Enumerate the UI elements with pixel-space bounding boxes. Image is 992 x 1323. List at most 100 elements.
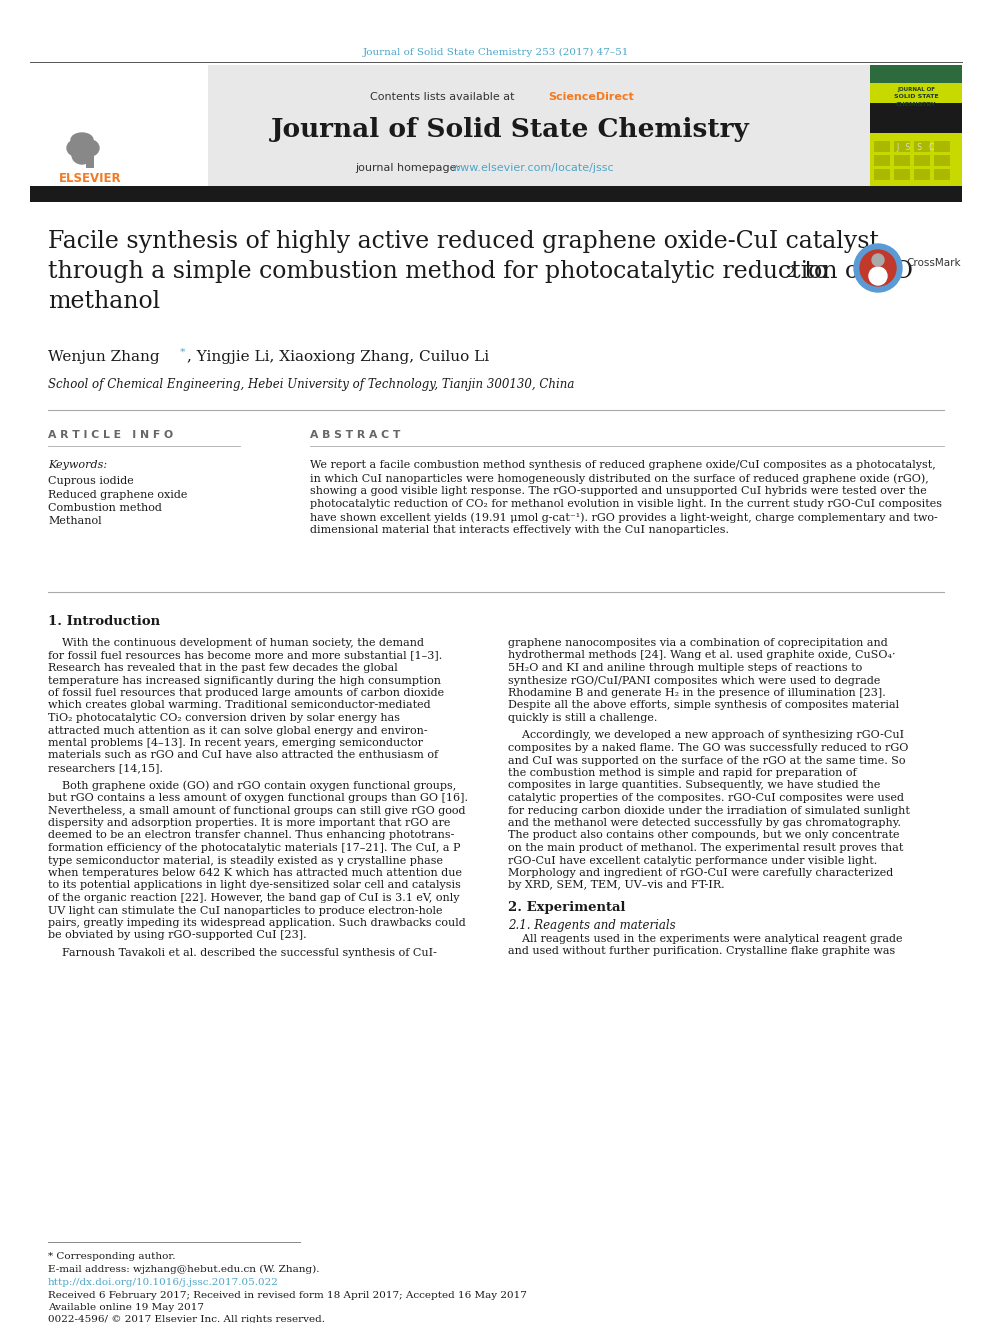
Text: and CuI was supported on the surface of the rGO at the same time. So: and CuI was supported on the surface of … (508, 755, 906, 766)
Text: mental problems [4–13]. In recent years, emerging semiconductor: mental problems [4–13]. In recent years,… (48, 738, 423, 747)
Text: but rGO contains a less amount of oxygen functional groups than GO [16].: but rGO contains a less amount of oxygen… (48, 792, 468, 803)
Text: hydrothermal methods [24]. Wang et al. used graphite oxide, CuSO₄·: hydrothermal methods [24]. Wang et al. u… (508, 651, 896, 660)
Text: deemed to be an electron transfer channel. Thus enhancing phototrans-: deemed to be an electron transfer channe… (48, 831, 454, 840)
Text: Combustion method: Combustion method (48, 503, 162, 513)
Text: *: * (177, 348, 186, 357)
Text: researchers [14,15].: researchers [14,15]. (48, 763, 163, 773)
Text: Methanol: Methanol (48, 516, 101, 527)
Text: synthesize rGO/CuI/PANI composites which were used to degrade: synthesize rGO/CuI/PANI composites which… (508, 676, 880, 685)
Text: for fossil fuel resources has become more and more substantial [1–3].: for fossil fuel resources has become mor… (48, 651, 442, 660)
Text: 5H₂O and KI and aniline through multiple steps of reactions to: 5H₂O and KI and aniline through multiple… (508, 663, 862, 673)
Text: composites in large quantities. Subsequently, we have studied the: composites in large quantities. Subseque… (508, 781, 880, 791)
Bar (874, 142, 890, 152)
Text: The product also contains other compounds, but we only concentrate: The product also contains other compound… (508, 831, 900, 840)
Text: materials such as rGO and CuI have also attracted the enthusiasm of: materials such as rGO and CuI have also … (48, 750, 438, 761)
Bar (914, 169, 930, 180)
Text: through a simple combustion method for photocatalytic reduction of CO: through a simple combustion method for p… (48, 261, 913, 283)
Text: to: to (797, 261, 828, 283)
Text: A R T I C L E   I N F O: A R T I C L E I N F O (48, 430, 174, 441)
Text: dispersity and adsorption properties. It is more important that rGO are: dispersity and adsorption properties. It… (48, 818, 450, 828)
Text: journal homepage:: journal homepage: (355, 163, 463, 173)
Text: J   S   S   C: J S S C (897, 143, 935, 152)
Text: ScienceDirect: ScienceDirect (548, 93, 634, 102)
Text: and used without further purification. Crystalline flake graphite was: and used without further purification. C… (508, 946, 895, 957)
Bar (30, 65, 208, 188)
Text: for reducing carbon dioxide under the irradiation of simulated sunlight: for reducing carbon dioxide under the ir… (508, 806, 910, 815)
Text: CrossMark: CrossMark (906, 258, 960, 269)
Text: 2. Experimental: 2. Experimental (508, 901, 626, 914)
Bar (874, 169, 890, 180)
Text: Rhodamine B and generate H₂ in the presence of illumination [23].: Rhodamine B and generate H₂ in the prese… (508, 688, 886, 699)
Text: Both graphene oxide (GO) and rGO contain oxygen functional groups,: Both graphene oxide (GO) and rGO contain… (48, 781, 456, 791)
Text: We report a facile combustion method synthesis of reduced graphene oxide/CuI com: We report a facile combustion method syn… (310, 460, 935, 470)
Text: to its potential applications in light dye-sensitized solar cell and catalysis: to its potential applications in light d… (48, 881, 461, 890)
Bar (86, 148, 94, 168)
Text: of fossil fuel resources that produced large amounts of carbon dioxide: of fossil fuel resources that produced l… (48, 688, 444, 699)
Bar (934, 169, 950, 180)
Bar (894, 169, 910, 180)
Text: Contents lists available at: Contents lists available at (370, 93, 518, 102)
Text: attracted much attention as it can solve global energy and environ-: attracted much attention as it can solve… (48, 725, 428, 736)
Text: temperature has increased significantly during the high consumption: temperature has increased significantly … (48, 676, 441, 685)
Bar (934, 155, 950, 165)
Ellipse shape (72, 146, 92, 164)
Text: JOURNAL OF: JOURNAL OF (897, 87, 935, 93)
Text: , Yingjie Li, Xiaoxiong Zhang, Cuiluo Li: , Yingjie Li, Xiaoxiong Zhang, Cuiluo Li (187, 351, 489, 364)
Text: Nevertheless, a small amount of functional groups can still give rGO good: Nevertheless, a small amount of function… (48, 806, 465, 815)
Text: CHEMISTRY: CHEMISTRY (896, 102, 936, 106)
Bar (870, 103, 962, 134)
Bar (30, 65, 870, 188)
Text: * Corresponding author.: * Corresponding author. (48, 1252, 176, 1261)
Text: photocatalytic reduction of CO₂ for methanol evolution in visible light. In the : photocatalytic reduction of CO₂ for meth… (310, 499, 942, 509)
Text: Available online 19 May 2017: Available online 19 May 2017 (48, 1303, 204, 1312)
Text: methanol: methanol (48, 290, 160, 314)
Bar (870, 65, 962, 83)
Circle shape (860, 250, 896, 286)
Text: graphene nanocomposites via a combination of coprecipitation and: graphene nanocomposites via a combinatio… (508, 638, 888, 648)
Text: in which CuI nanoparticles were homogeneously distributed on the surface of redu: in which CuI nanoparticles were homogene… (310, 474, 929, 484)
Text: dimensional material that interacts effectively with the CuI nanoparticles.: dimensional material that interacts effe… (310, 525, 729, 534)
Text: formation efficiency of the photocatalytic materials [17–21]. The CuI, a P: formation efficiency of the photocatalyt… (48, 843, 460, 853)
Text: be obviated by using rGO-supported CuI [23].: be obviated by using rGO-supported CuI [… (48, 930, 307, 941)
Text: School of Chemical Engineering, Hebei University of Technology, Tianjin 300130, : School of Chemical Engineering, Hebei Un… (48, 378, 574, 392)
Text: Journal of Solid State Chemistry: Journal of Solid State Chemistry (271, 118, 749, 143)
Text: www.elsevier.com/locate/jssc: www.elsevier.com/locate/jssc (452, 163, 615, 173)
Text: type semiconductor material, is steadily existed as γ crystalline phase: type semiconductor material, is steadily… (48, 856, 443, 865)
Text: Journal of Solid State Chemistry 253 (2017) 47–51: Journal of Solid State Chemistry 253 (20… (363, 48, 629, 57)
Bar (934, 142, 950, 152)
Bar (30, 187, 962, 202)
Text: Keywords:: Keywords: (48, 460, 107, 470)
Bar (914, 142, 930, 152)
Text: Wenjun Zhang: Wenjun Zhang (48, 351, 160, 364)
Text: 2.1. Reagents and materials: 2.1. Reagents and materials (508, 919, 676, 931)
Text: and the methanol were detected successfully by gas chromatography.: and the methanol were detected successfu… (508, 818, 901, 828)
Text: Cuprous iodide: Cuprous iodide (48, 476, 134, 486)
Circle shape (872, 254, 884, 266)
Ellipse shape (67, 140, 85, 156)
Text: rGO-CuI have excellent catalytic performance under visible light.: rGO-CuI have excellent catalytic perform… (508, 856, 877, 865)
Bar (914, 155, 930, 165)
Text: Research has revealed that in the past few decades the global: Research has revealed that in the past f… (48, 663, 398, 673)
Bar (894, 155, 910, 165)
Text: http://dx.doi.org/10.1016/j.jssc.2017.05.022: http://dx.doi.org/10.1016/j.jssc.2017.05… (48, 1278, 279, 1287)
Text: 1. Introduction: 1. Introduction (48, 615, 160, 628)
Text: of the organic reaction [22]. However, the band gap of CuI is 3.1 eV, only: of the organic reaction [22]. However, t… (48, 893, 459, 904)
Bar (894, 142, 910, 152)
Text: showing a good visible light response. The rGO-supported and unsupported CuI hyb: showing a good visible light response. T… (310, 486, 927, 496)
Text: UV light can stimulate the CuI nanoparticles to produce electron-hole: UV light can stimulate the CuI nanoparti… (48, 905, 442, 916)
Text: Morphology and ingredient of rGO-CuI were carefully characterized: Morphology and ingredient of rGO-CuI wer… (508, 868, 893, 878)
Text: Despite all the above efforts, simple synthesis of composites material: Despite all the above efforts, simple sy… (508, 700, 899, 710)
Text: when temperatures below 642 K which has attracted much attention due: when temperatures below 642 K which has … (48, 868, 462, 878)
Text: have shown excellent yields (19.91 μmol g-cat⁻¹). rGO provides a light-weight, c: have shown excellent yields (19.91 μmol … (310, 512, 937, 523)
Text: SOLID STATE: SOLID STATE (894, 94, 938, 99)
Text: All reagents used in the experiments were analytical reagent grade: All reagents used in the experiments wer… (508, 934, 903, 945)
Text: pairs, greatly impeding its widespread application. Such drawbacks could: pairs, greatly impeding its widespread a… (48, 918, 466, 927)
Text: With the continuous development of human society, the demand: With the continuous development of human… (48, 638, 424, 648)
Text: ELSEVIER: ELSEVIER (59, 172, 121, 184)
Text: 0022-4596/ © 2017 Elsevier Inc. All rights reserved.: 0022-4596/ © 2017 Elsevier Inc. All righ… (48, 1315, 325, 1323)
Text: TiO₂ photocatalytic CO₂ conversion driven by solar energy has: TiO₂ photocatalytic CO₂ conversion drive… (48, 713, 400, 722)
Text: the combustion method is simple and rapid for preparation of: the combustion method is simple and rapi… (508, 767, 857, 778)
Text: Accordingly, we developed a new approach of synthesizing rGO-CuI: Accordingly, we developed a new approach… (508, 730, 904, 741)
Text: catalytic properties of the composites. rGO-CuI composites were used: catalytic properties of the composites. … (508, 792, 904, 803)
Text: Reduced graphene oxide: Reduced graphene oxide (48, 490, 187, 500)
